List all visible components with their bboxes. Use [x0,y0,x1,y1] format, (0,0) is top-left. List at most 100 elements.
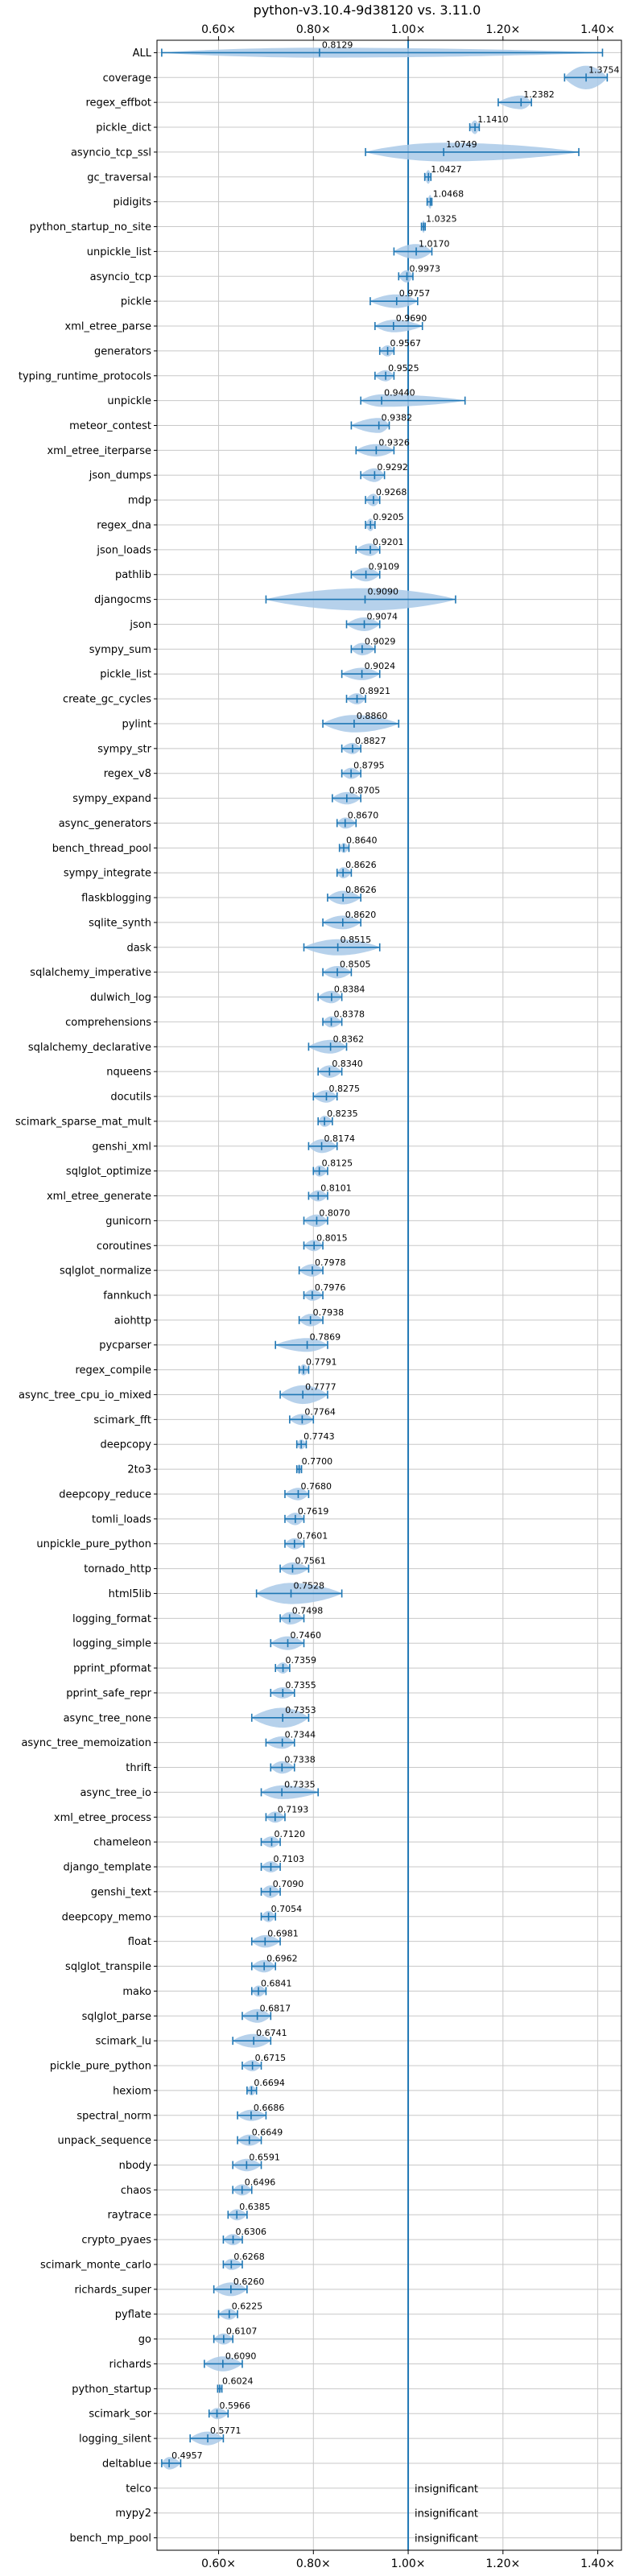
category-label: async_generators [59,818,152,830]
category-label: chameleon [93,1837,151,1849]
violin-marks [161,47,609,2470]
median-value-label: 0.8340 [332,1059,363,1069]
category-label: aiohttp [114,1315,151,1327]
median-value-label: 0.6841 [261,1978,292,1988]
category-label: coroutines [97,1241,151,1253]
median-value-label: 0.7561 [295,1556,326,1567]
category-label: spectral_norm [76,2110,151,2122]
x-tick-label-top: 1.00× [391,23,426,36]
median-value-label: 0.7869 [310,1332,341,1343]
x-axis-ticks: 0.60× 0.60× 0.80× 0.80× 1.00× 1.00× 1.20× 1.20×… [154,23,615,2570]
category-label: pickle_pure_python [50,2061,151,2073]
category-label: fannkuch [103,1290,151,1302]
plot-frame [156,39,622,2551]
category-label: chaos [121,2185,151,2197]
median-value-label: 0.9326 [378,437,410,448]
median-value-label: 0.7498 [292,1605,324,1616]
median-value-label: 0.6260 [233,2277,265,2287]
median-value-label: 0.8795 [353,761,385,771]
median-value-label: 0.8125 [322,1158,353,1169]
category-label: sqlite_synth [89,917,151,929]
median-value-label: 0.7700 [302,1456,333,1467]
category-label: sqlglot_transpile [65,1961,151,1973]
category-label: deepcopy_reduce [59,1488,151,1501]
category-label: async_tree_none [64,1712,151,1724]
median-value-label: 0.7680 [300,1481,332,1492]
median-value-label: 1.2382 [523,89,555,100]
median-value-label: 0.8362 [333,1034,365,1044]
category-label: unpickle [107,395,151,407]
median-value-label: 0.5966 [220,2401,251,2411]
median-value-label: 0.7791 [306,1357,337,1368]
median-value-label: 0.9109 [369,562,400,572]
category-label: typing_runtime_protocols [19,370,151,382]
median-value-label: 0.7460 [291,1630,322,1641]
category-label: python_startup [72,2384,151,2396]
category-label: sqlalchemy_declarative [28,1042,151,1054]
median-value-label: 0.8827 [355,736,386,746]
category-label: pickle_list [100,669,151,681]
median-value-label: 0.8515 [341,935,372,945]
category-label: async_tree_cpu_io_mixed [19,1389,151,1402]
category-label: docutils [110,1092,151,1104]
category-label: flaskblogging [81,893,151,905]
median-value-label: 0.7193 [278,1804,309,1814]
median-value-label: 0.8626 [345,885,377,895]
median-value-label: 0.8235 [327,1108,358,1119]
median-value-label: 0.9201 [373,537,404,547]
median-value-label: 1.0749 [446,139,477,150]
category-label: scimark_fft [93,1414,151,1426]
category-label: logging_simple [72,1638,151,1650]
category-label: json_dumps [89,470,151,482]
x-tick-label-bottom: 0.60× [201,2557,236,2570]
median-value-label: 0.8070 [319,1208,350,1218]
category-label: regex_v8 [104,768,151,780]
category-label: gunicorn [105,1216,151,1228]
median-value-label: 0.6715 [255,2053,287,2063]
category-label: regex_dna [97,519,151,531]
category-label: html5lib [109,1588,151,1600]
category-label: coverage [103,72,151,85]
category-label: asyncio_tcp_ssl [71,147,151,159]
category-label: djangocms [94,594,151,606]
category-label: async_tree_io [80,1787,151,1799]
median-value-label: 0.6306 [236,2227,267,2237]
category-label: sympy_expand [72,793,151,805]
median-value-label: 0.6090 [225,2351,257,2361]
median-value-label: 0.6385 [239,2202,270,2212]
category-label: unpack_sequence [57,2135,151,2147]
category-label: asyncio_tcp [90,271,151,283]
median-value-label: 0.7353 [285,1705,316,1715]
median-value-label: 0.8640 [346,835,378,845]
category-label: deepcopy [100,1439,151,1451]
median-value-label: 0.7938 [313,1307,345,1318]
median-value-label: 0.7054 [271,1904,303,1914]
category-label: mdp [128,495,151,507]
median-value-label: 0.6817 [260,2003,291,2013]
category-label: xml_etree_iterparse [47,445,151,457]
median-value-label: 0.9440 [384,388,415,398]
median-value-label: 0.6686 [254,2103,285,2113]
median-value-label: 0.7743 [303,1431,335,1442]
insignificant-label: insignificant [415,2533,478,2545]
chart-title: python-v3.10.4-9d38120 vs. 3.11.0 [254,2,481,18]
median-value-label: 0.9074 [367,611,398,621]
category-label: logging_format [72,1613,151,1625]
x-tick-label-bottom: 1.00× [391,2557,426,2570]
median-value-label: 0.8505 [340,960,371,970]
median-value-label: 0.7359 [286,1655,317,1666]
category-label: tomli_loads [92,1513,151,1525]
category-label: sqlglot_normalize [60,1265,151,1278]
category-label: bench_thread_pool [52,843,151,855]
category-label: pprint_pformat [73,1663,151,1675]
category-label: async_tree_memoization [21,1737,151,1749]
median-value-label: 0.9268 [376,487,407,497]
median-value-label: 0.7528 [294,1580,325,1591]
category-label: meteor_contest [69,420,151,432]
median-value-label: 0.7338 [284,1755,316,1765]
median-value-label: 0.9292 [377,462,408,473]
median-value-label: 0.9382 [382,413,412,423]
median-value-label: 1.0468 [433,189,464,200]
median-value-label: 0.8705 [349,786,381,796]
x-tick-label-bottom: 0.80× [296,2557,331,2570]
